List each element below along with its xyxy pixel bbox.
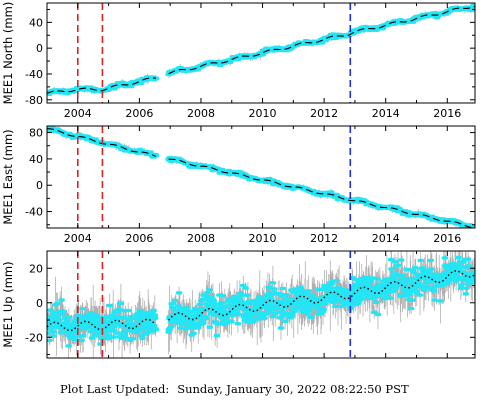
- x-tick-label: 2006: [125, 107, 153, 120]
- x-tick-label: 2006: [125, 232, 153, 245]
- plot-footer: Plot Last Updated: Sunday, January 30, 20…: [60, 382, 409, 396]
- panel-2: 2004 2006 2008 2010 2012 2014 2016 -40 0 40 80 MEE1…: [1, 125, 476, 245]
- y-tick-label: -40: [25, 206, 43, 219]
- model-line-1: [47, 6, 475, 94]
- y-tick-label: -20: [25, 331, 43, 344]
- y-axis-label: MEE1 North (mm): [1, 2, 15, 105]
- x-tick-label: 2010: [249, 232, 277, 245]
- y-tick-label: 40: [29, 153, 43, 166]
- y-axis-label: MEE1 Up (mm): [1, 261, 15, 347]
- y-tick-label: 0: [36, 179, 43, 192]
- y-tick-label: 0: [36, 297, 43, 310]
- plot-area-2: [47, 126, 475, 228]
- x-tick-label: 2012: [310, 107, 338, 120]
- footer-timestamp: Sunday, January 30, 2022 08:22:50 PST: [177, 382, 409, 396]
- data-points-2: [47, 126, 475, 228]
- x-tick-label: 2008: [187, 107, 215, 120]
- x-tick-label: 2004: [64, 107, 92, 120]
- x-tick-label: 2012: [310, 232, 338, 245]
- x-tick-label: 2014: [372, 232, 400, 245]
- model-line-2: [47, 128, 475, 228]
- plot-area-3: [47, 251, 475, 358]
- data-points-1: [47, 3, 475, 97]
- plot-area-1: [47, 3, 475, 97]
- axes-frame-3: [46, 250, 476, 359]
- x-tick-label: 2004: [64, 232, 92, 245]
- y-tick-label: -80: [25, 94, 43, 107]
- x-tick-label: 2016: [433, 107, 461, 120]
- y-tick-label: 80: [29, 127, 43, 140]
- panel-1: 2004 2006 2008 2010 2012 2014 2016 -80 -40 0 40 MEE…: [1, 2, 476, 120]
- data-points-3: [47, 255, 475, 348]
- footer-label: Plot Last Updated:: [60, 382, 170, 396]
- x-tick-label: 2010: [249, 107, 277, 120]
- x-tick-label: 2016: [433, 232, 461, 245]
- axes-frame-2: [46, 125, 476, 229]
- y-tick-label: 20: [29, 262, 43, 275]
- y-tick-label: 0: [36, 42, 43, 55]
- y-tick-label: -40: [25, 68, 43, 81]
- x-tick-label: 2014: [372, 107, 400, 120]
- model-line-3: [47, 270, 475, 332]
- panel-3: -20 0 20 MEE1 Up (mm): [1, 250, 476, 359]
- y-tick-label: 40: [29, 16, 43, 29]
- y-axis-label: MEE1 East (mm): [1, 129, 15, 224]
- x-tick-label: 2008: [187, 232, 215, 245]
- axes-frame-1: [46, 2, 476, 104]
